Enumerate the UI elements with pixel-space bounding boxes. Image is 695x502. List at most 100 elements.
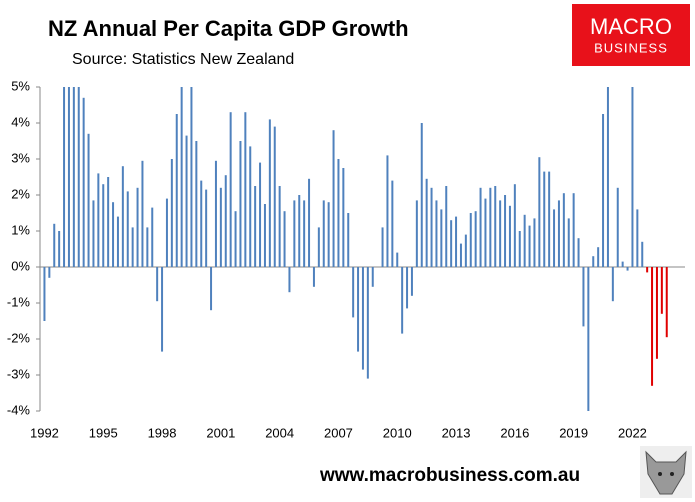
y-tick-label: 5% xyxy=(11,78,30,93)
bar xyxy=(43,267,46,321)
y-tick-label: 0% xyxy=(11,258,30,273)
bar xyxy=(327,202,330,267)
bar xyxy=(146,227,149,267)
bar xyxy=(180,87,183,267)
bar xyxy=(190,87,193,267)
bar xyxy=(450,220,453,267)
bar xyxy=(205,189,208,267)
bar xyxy=(322,200,325,267)
bar xyxy=(602,114,605,267)
x-tick-label: 2013 xyxy=(442,425,471,440)
bar xyxy=(523,214,526,267)
bar xyxy=(494,186,497,267)
y-tick-label: -1% xyxy=(7,294,31,309)
bar xyxy=(317,227,320,267)
bar xyxy=(175,114,178,267)
bar xyxy=(655,267,658,359)
bar xyxy=(499,200,502,267)
bar xyxy=(435,200,438,267)
bar xyxy=(504,195,507,267)
bar xyxy=(200,180,203,267)
bar xyxy=(557,200,560,267)
bar xyxy=(136,187,139,267)
x-tick-label: 1992 xyxy=(30,425,59,440)
bar xyxy=(239,141,242,267)
bar xyxy=(298,195,301,267)
bars xyxy=(43,87,668,411)
bar xyxy=(391,180,394,267)
bar xyxy=(513,184,516,267)
bar xyxy=(229,112,232,267)
bar xyxy=(401,267,404,334)
y-tick-label: 1% xyxy=(11,222,30,237)
logo-text: MACRO xyxy=(590,14,672,39)
bar xyxy=(97,173,100,267)
bar xyxy=(597,247,600,267)
bar xyxy=(58,231,61,267)
bar xyxy=(151,207,154,267)
bar xyxy=(469,213,472,267)
bar xyxy=(406,267,409,309)
bar xyxy=(553,209,556,267)
bar xyxy=(582,267,585,327)
bar xyxy=(48,267,51,278)
chart-title: NZ Annual Per Capita GDP Growth xyxy=(48,16,409,41)
bar xyxy=(332,130,335,267)
bar xyxy=(254,186,257,267)
bar xyxy=(464,234,467,267)
bar xyxy=(268,119,271,268)
bar xyxy=(219,187,222,267)
bar xyxy=(386,155,389,267)
bar xyxy=(308,178,311,267)
bar xyxy=(156,267,159,302)
bar xyxy=(53,223,56,267)
bar xyxy=(479,187,482,267)
bar xyxy=(185,135,188,267)
bar xyxy=(606,87,609,267)
bar xyxy=(131,227,134,267)
bar xyxy=(361,267,364,370)
x-tick-label: 2022 xyxy=(618,425,647,440)
bar xyxy=(63,87,66,267)
bar xyxy=(259,162,262,267)
bar xyxy=(72,87,75,267)
bar xyxy=(249,146,252,267)
bar xyxy=(283,211,286,267)
logo-text: BUSINESS xyxy=(594,40,668,55)
bar xyxy=(82,97,85,267)
bar xyxy=(548,171,551,267)
bar xyxy=(303,200,306,267)
bar xyxy=(102,184,105,267)
bar xyxy=(357,267,360,352)
bar xyxy=(278,186,281,267)
bar xyxy=(430,187,433,267)
bar xyxy=(396,252,399,267)
bar xyxy=(646,267,649,273)
bar xyxy=(518,231,521,267)
x-tick-label: 2019 xyxy=(559,425,588,440)
x-tick-label: 2010 xyxy=(383,425,412,440)
y-tick-label: -3% xyxy=(7,366,31,381)
bar xyxy=(141,160,144,267)
logo-box xyxy=(572,4,690,66)
bar xyxy=(352,267,355,318)
bar xyxy=(616,187,619,267)
y-tick-label: -4% xyxy=(7,402,31,417)
bar xyxy=(312,267,315,287)
bar xyxy=(636,209,639,267)
bar xyxy=(366,267,369,379)
bar xyxy=(445,186,448,267)
bar xyxy=(611,267,614,302)
x-tick-label: 1995 xyxy=(89,425,118,440)
bar xyxy=(165,198,168,267)
bar xyxy=(337,159,340,267)
bar xyxy=(577,238,580,267)
bar xyxy=(440,209,443,267)
x-tick-label: 2004 xyxy=(265,425,294,440)
bar xyxy=(420,123,423,267)
bar xyxy=(459,243,462,267)
bar xyxy=(210,267,213,311)
bar xyxy=(112,202,115,267)
bar xyxy=(347,213,350,267)
bar xyxy=(371,267,374,287)
